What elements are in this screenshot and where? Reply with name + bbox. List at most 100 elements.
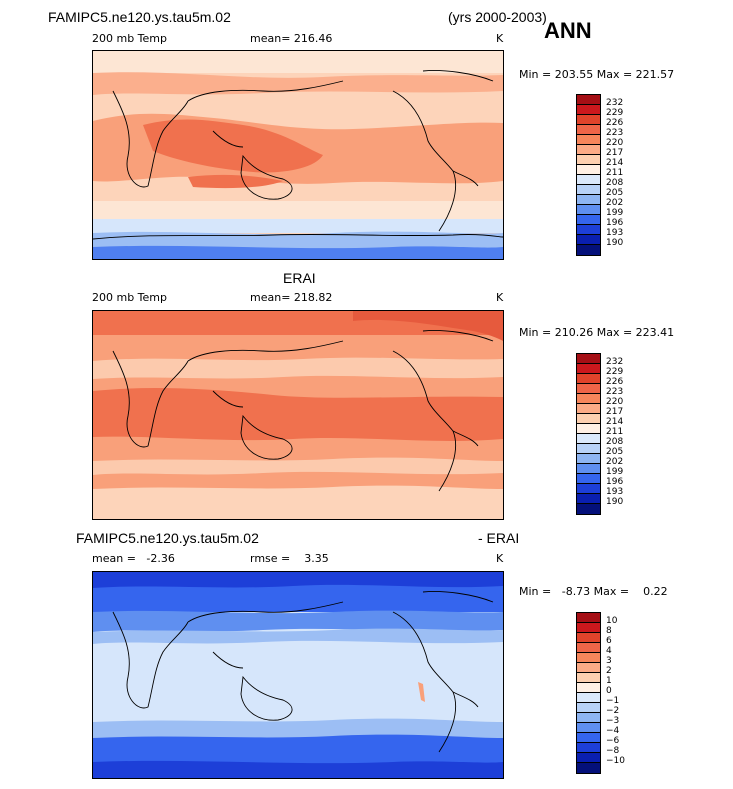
colorbar-swatch [577, 394, 600, 404]
panel2-mean-label: mean= 218.82 [250, 291, 333, 304]
colorbar-swatch [577, 444, 600, 454]
colorbar-level-label: 220 [606, 138, 624, 148]
panel3-title-right: - ERAI [478, 530, 520, 546]
colorbar-swatch [577, 673, 600, 683]
colorbar-swatch [577, 215, 600, 225]
colorbar-level-label: 199 [606, 208, 624, 218]
colorbar-swatch [577, 105, 600, 115]
colorbar-swatch [577, 145, 600, 155]
colorbar-swatch [577, 723, 600, 733]
panel1-units: K [496, 32, 504, 45]
colorbar-level-label: −1 [606, 696, 620, 706]
colorbar-level-label: 6 [606, 636, 612, 646]
colorbar-level-label: −4 [606, 726, 620, 736]
colorbar-level-label: −3 [606, 716, 620, 726]
colorbar-swatch [577, 135, 600, 145]
colorbar-level-label: 193 [606, 487, 624, 497]
colorbar-level-label: 229 [606, 367, 624, 377]
colorbar-level-label: 3 [606, 656, 612, 666]
colorbar-swatch [577, 753, 600, 763]
colorbar-level-label: 205 [606, 188, 624, 198]
colorbar-level-label: 8 [606, 626, 612, 636]
colorbar-swatch [577, 245, 600, 255]
colorbar-swatch [577, 703, 600, 713]
colorbar-swatch [577, 633, 600, 643]
colorbar-level-label: 4 [606, 646, 612, 656]
panel3-rmse-label: rmse = 3.35 [250, 552, 329, 565]
panel3-colorbar [576, 612, 601, 774]
panel2-title: ERAI [283, 270, 316, 286]
colorbar-level-label: −8 [606, 746, 620, 756]
colorbar-swatch [577, 484, 600, 494]
colorbar-level-label: −6 [606, 736, 620, 746]
colorbar-swatch [577, 464, 600, 474]
panel1-left-label: 200 mb Temp [92, 32, 168, 45]
colorbar-swatch [577, 414, 600, 424]
colorbar-level-label: 223 [606, 387, 624, 397]
colorbar-level-label: 214 [606, 158, 624, 168]
colorbar-level-label: 208 [606, 178, 624, 188]
panel3-title-left: FAMIPC5.ne120.ys.tau5m.02 [76, 530, 259, 546]
colorbar-swatch [577, 434, 600, 444]
colorbar-level-label: 214 [606, 417, 624, 427]
colorbar-swatch [577, 374, 600, 384]
panel2-colorbar [576, 353, 601, 515]
colorbar-swatch [577, 155, 600, 165]
panel3-units: K [496, 552, 504, 565]
panel1-map [92, 50, 504, 260]
colorbar-swatch [577, 653, 600, 663]
colorbar-level-label: 0 [606, 686, 612, 696]
colorbar-swatch [577, 643, 600, 653]
colorbar-swatch [577, 354, 600, 364]
colorbar-swatch [577, 454, 600, 464]
colorbar-level-label: 2 [606, 666, 612, 676]
colorbar-level-label: 205 [606, 447, 624, 457]
colorbar-level-label: 220 [606, 397, 624, 407]
colorbar-swatch [577, 613, 600, 623]
panel1-minmax: Min = 203.55 Max = 221.57 [519, 68, 675, 81]
colorbar-level-label: 217 [606, 148, 624, 158]
colorbar-level-label: 10 [606, 616, 618, 626]
panel2-units: K [496, 291, 504, 304]
colorbar-swatch [577, 743, 600, 753]
colorbar-swatch [577, 683, 600, 693]
colorbar-swatch [577, 424, 600, 434]
colorbar-swatch [577, 364, 600, 374]
panel3-map [92, 571, 504, 779]
colorbar-swatch [577, 693, 600, 703]
colorbar-level-label: 232 [606, 357, 624, 367]
colorbar-swatch [577, 623, 600, 633]
colorbar-swatch [577, 125, 600, 135]
colorbar-swatch [577, 165, 600, 175]
colorbar-swatch [577, 494, 600, 504]
colorbar-level-label: 199 [606, 467, 624, 477]
case-name-title: FAMIPC5.ne120.ys.tau5m.02 [48, 9, 231, 25]
colorbar-swatch [577, 95, 600, 105]
colorbar-swatch [577, 384, 600, 394]
colorbar-level-label: 196 [606, 477, 624, 487]
panel1-mean-label: mean= 216.46 [250, 32, 333, 45]
years-label: (yrs 2000-2003) [448, 9, 547, 25]
colorbar-swatch [577, 713, 600, 723]
colorbar-level-label: 211 [606, 168, 624, 178]
colorbar-level-label: 190 [606, 497, 624, 507]
colorbar-level-label: 1 [606, 676, 612, 686]
colorbar-level-label: 196 [606, 218, 624, 228]
colorbar-level-label: 217 [606, 407, 624, 417]
colorbar-level-label: 232 [606, 98, 624, 108]
colorbar-level-label: 223 [606, 128, 624, 138]
panel2-left-label: 200 mb Temp [92, 291, 168, 304]
colorbar-swatch [577, 185, 600, 195]
panel3-mean-label: mean = -2.36 [92, 552, 175, 565]
colorbar-level-label: −2 [606, 706, 620, 716]
colorbar-swatch [577, 404, 600, 414]
colorbar-level-label: 229 [606, 108, 624, 118]
colorbar-level-label: 208 [606, 437, 624, 447]
colorbar-level-label: 190 [606, 238, 624, 248]
season-label: ANN [544, 18, 592, 43]
colorbar-swatch [577, 504, 600, 514]
panel1-colorbar [576, 94, 601, 256]
colorbar-swatch [577, 115, 600, 125]
panel3-minmax: Min = -8.73 Max = 0.22 [519, 585, 668, 598]
panel2-map [92, 310, 504, 520]
